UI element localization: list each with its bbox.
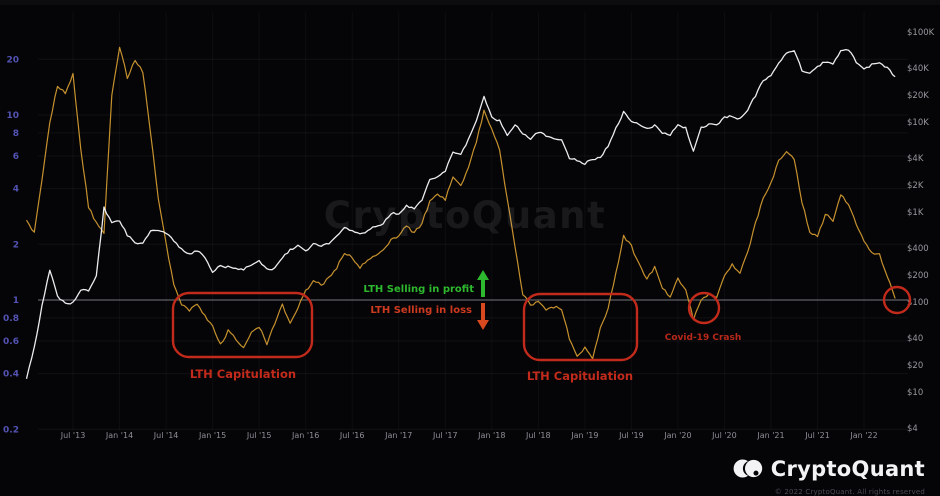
x-axis-tick-label: Jan '19 <box>570 431 598 440</box>
x-axis-tick-label: Jul '21 <box>804 431 830 440</box>
right-axis-tick-label: $40K <box>907 64 929 74</box>
x-axis-tick-label: Jul '18 <box>525 431 551 440</box>
lth-capitulation-box-2018 <box>522 292 639 362</box>
x-axis-tick-label: Jan '15 <box>198 431 226 440</box>
right-axis-tick-label: $100 <box>907 298 929 308</box>
current-capitulation-circle <box>882 285 912 315</box>
right-axis-tick-label: $20K <box>907 91 929 101</box>
x-axis-tick-label: Jul '17 <box>432 431 458 440</box>
selling-in-loss-label: LTH Selling in loss <box>370 305 472 316</box>
right-axis-tick-label: $1K <box>907 208 924 218</box>
x-axis-tick-label: Jan '18 <box>477 431 505 440</box>
x-axis-tick-label: Jul '14 <box>153 431 179 440</box>
selling-in-profit-label: LTH Selling in profit <box>363 284 474 295</box>
right-axis-tick-label: $4K <box>907 154 924 164</box>
x-axis-tick-label: Jan '20 <box>663 431 691 440</box>
left-axis-tick-label: 10 <box>6 111 19 121</box>
profit-up-arrow-head <box>477 270 489 280</box>
x-axis-tick-label: Jan '22 <box>849 431 877 440</box>
right-axis-tick-label: $40 <box>907 334 923 344</box>
x-axis-tick-label: Jul '13 <box>60 431 86 440</box>
x-axis-tick-label: Jul '16 <box>339 431 365 440</box>
x-axis-tick-label: Jul '15 <box>246 431 272 440</box>
right-axis-tick-label: $10K <box>907 118 929 128</box>
right-axis-tick-label: $2K <box>907 181 924 191</box>
left-axis-tick-label: 20 <box>6 55 19 65</box>
lth-capitulation-box-2015 <box>171 291 314 359</box>
left-axis-tick-label: 1 <box>13 296 19 306</box>
right-axis-tick-label: $10 <box>907 388 923 398</box>
series-line-price_usd <box>25 48 896 379</box>
right-axis-tick-label: $4 <box>907 424 918 434</box>
left-axis-tick-label: 0.2 <box>3 425 19 435</box>
covid-crash-circle <box>687 291 721 325</box>
left-axis-tick-label: 4 <box>13 185 19 195</box>
left-axis-tick-label: 0.8 <box>3 314 19 324</box>
loss-down-arrow-head <box>477 320 489 330</box>
x-axis-tick-label: Jul '19 <box>618 431 644 440</box>
left-axis-tick-label: 2 <box>13 240 19 250</box>
lth-capitulation-label-2: LTH Capitulation <box>527 369 633 383</box>
left-axis-tick-label: 0.6 <box>3 337 19 347</box>
right-axis-tick-label: $20 <box>907 361 923 371</box>
lth-capitulation-label-1: LTH Capitulation <box>190 367 296 381</box>
x-axis-tick-label: Jan '14 <box>105 431 133 440</box>
left-axis-tick-label: 0.4 <box>3 370 19 380</box>
x-axis-tick-label: Jul '20 <box>711 431 737 440</box>
left-axis-tick-label: 6 <box>13 152 19 162</box>
cryptoquant-logo-text: CryptoQuant <box>770 456 925 481</box>
x-axis-tick-label: Jan '16 <box>291 431 319 440</box>
right-axis-tick-label: $200 <box>907 271 929 281</box>
series-line-lth_ratio <box>25 46 896 360</box>
cryptoquant-logo-icon <box>733 459 762 478</box>
cryptoquant-logo: CryptoQuant <box>733 455 925 482</box>
covid-crash-label: Covid-19 Crash <box>665 333 741 343</box>
x-axis-tick-label: Jan '17 <box>384 431 412 440</box>
right-axis-tick-label: $400 <box>907 244 929 254</box>
right-axis-tick-label: $100K <box>907 28 935 38</box>
left-axis-tick-label: 8 <box>13 129 19 139</box>
copyright-text: © 2022 CryptoQuant. All rights reserved <box>774 488 925 496</box>
x-axis-tick-label: Jan '21 <box>756 431 784 440</box>
